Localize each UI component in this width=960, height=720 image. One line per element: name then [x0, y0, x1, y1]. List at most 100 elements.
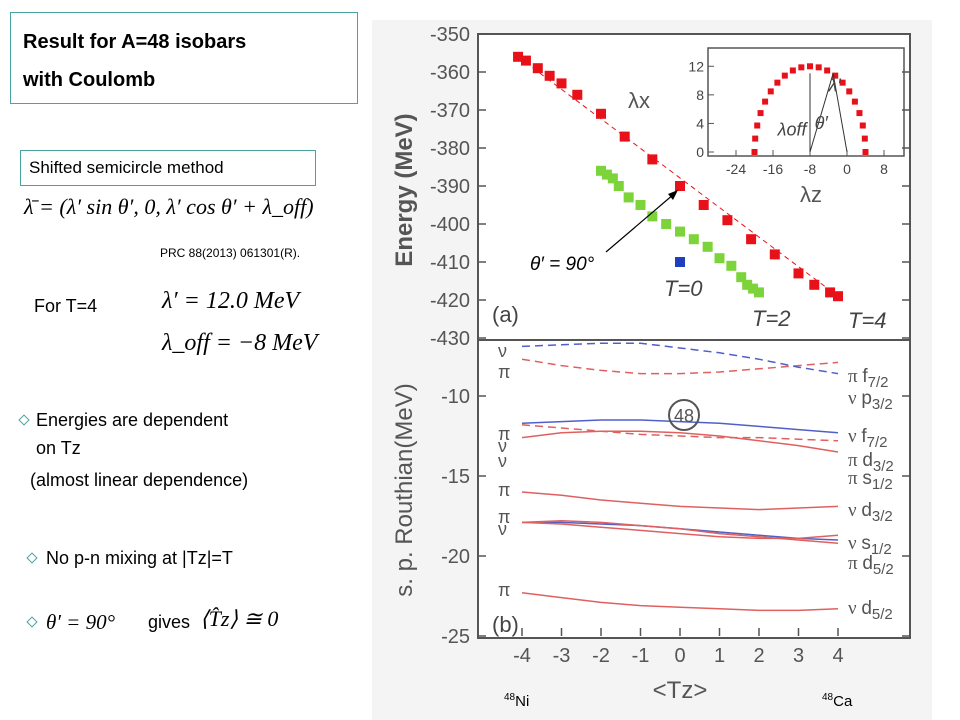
panel-b-frame: [477, 339, 911, 639]
tz-axis-label: <Tz>: [653, 677, 708, 704]
inset-vector-line: [832, 73, 848, 153]
left-particle-label: π: [498, 507, 510, 527]
energy-tick-label: -390: [430, 176, 470, 198]
inset-ytick-label: 4: [696, 115, 704, 131]
bullet-1-line-1: Energies are dependent: [36, 410, 229, 430]
right-orbital-label: ν d3/2: [848, 500, 893, 525]
method-label: Shifted semicircle method: [29, 158, 224, 177]
left-particle-label: ν: [498, 341, 507, 361]
tz-tick-label: 3: [793, 645, 804, 667]
theta-equation: θ′ = 90°: [46, 610, 115, 634]
right-orbital-label: ν f7/2: [848, 426, 887, 451]
energy-point: [825, 287, 836, 298]
energy-point: [769, 249, 780, 260]
left-particle-label: π: [498, 362, 510, 382]
ca48-label: 48Ca: [822, 692, 853, 710]
inset-frame: [707, 47, 905, 157]
energy-tick-label: -430: [430, 328, 470, 350]
isospin-label: T=4: [848, 308, 887, 333]
energy-point: [675, 181, 685, 191]
inset-point: [815, 64, 822, 71]
inset-point: [774, 79, 781, 86]
tz-tick-label: -4: [513, 645, 531, 667]
inset-point: [798, 64, 805, 71]
lambda-prime-equation: λ′ = 12.0 MeV: [162, 288, 300, 314]
left-particle-label: π: [498, 480, 510, 500]
inset-point: [752, 135, 759, 142]
orbital-line: [521, 358, 839, 375]
tz-tick-label: -1: [632, 645, 650, 667]
inset-point: [757, 110, 764, 117]
inset-point: [781, 72, 788, 79]
tz-tick-label: 1: [714, 645, 725, 667]
energy-tick-label: -350: [430, 24, 470, 46]
tz-expectation-equation: ⟨T̂z⟩ ≅ 0: [200, 606, 279, 631]
left-particle-label: ν: [498, 451, 507, 471]
inset-xtick-label: 0: [843, 161, 851, 177]
inset-xtick-label: -16: [763, 161, 783, 177]
tz-tick-label: -3: [553, 645, 571, 667]
panel-a-label: (a): [492, 302, 519, 327]
panel-a-points: T=0 T=2 T=4 θ′ = 90°: [513, 51, 887, 333]
tz-tick-label: 2: [753, 645, 764, 667]
right-orbital-label: ν s1/2: [848, 533, 892, 558]
energy-point: [623, 192, 634, 203]
bullet-2-text: No p-n mixing at |Tz|=T: [46, 548, 233, 568]
routhian-axis-label: s. p. Routhian(MeV): [391, 383, 418, 596]
inset-point: [859, 122, 866, 129]
panel-b-lines: [521, 342, 839, 612]
energy-tick-label: -360: [430, 62, 470, 84]
right-orbital-label: π f7/2: [848, 366, 888, 391]
inset-point: [846, 88, 853, 95]
energy-point: [532, 63, 543, 74]
energy-tick-label: -410: [430, 252, 470, 274]
energy-tick-label: -420: [430, 290, 470, 312]
lambda-bar-equation: λ̄ = (λ′ sin θ′, 0, λ′ cos θ′ + λ_off): [24, 194, 314, 219]
isospin-label: T=2: [752, 306, 791, 331]
routhian-tick-label: -20: [441, 546, 470, 568]
title-line-1: Result for A=48 isobars: [23, 31, 247, 53]
routhian-tick-label: -15: [441, 466, 470, 488]
lambda-off-equation: λ_off = −8 MeV: [162, 330, 318, 356]
energy-axis-label: Energy (MeV): [391, 113, 418, 266]
inset-annotation: θ′: [815, 113, 829, 133]
right-orbital-label: π d3/2: [848, 450, 894, 475]
theta-arrow-line: [605, 193, 675, 253]
orbital-line: [521, 491, 839, 511]
title-box: Result for A=48 isobars with Coulomb: [10, 12, 358, 104]
inset-xtick-label: 8: [880, 161, 888, 177]
inset-point: [762, 98, 769, 105]
method-label-box: Shifted semicircle method: [20, 150, 316, 186]
energy-point: [675, 257, 685, 267]
right-orbital-label: π d5/2: [848, 553, 894, 578]
inset-annotation: λ′: [828, 75, 842, 95]
routhian-tick-label: -10: [441, 386, 470, 408]
tz-tick-label: 4: [832, 645, 843, 667]
left-particle-label: π: [498, 424, 510, 444]
energy-point: [714, 253, 725, 264]
inset-xlabel: λz: [800, 182, 822, 207]
energy-point: [520, 55, 531, 66]
energy-point: [722, 215, 733, 226]
energy-point: [544, 70, 555, 81]
energy-point: [647, 211, 658, 222]
energy-trend-line: [517, 56, 839, 297]
inset-xtick-label: -8: [804, 161, 817, 177]
tz-tick-label: 0: [674, 645, 685, 667]
energy-point: [661, 219, 672, 229]
energy-point: [754, 287, 764, 298]
energy-point: [688, 234, 699, 245]
theta-arrow-head-icon: [668, 190, 678, 200]
mass-number-label: 48: [674, 406, 694, 426]
orbital-line: [521, 342, 839, 375]
left-particle-label: π: [498, 580, 510, 600]
isospin-label: T=0: [664, 276, 703, 301]
orbital-line: [521, 424, 839, 442]
inset-radius-line: [809, 73, 834, 153]
energy-point: [748, 283, 759, 294]
routhian-tick-label: -25: [441, 626, 470, 648]
mass-number-circle: [668, 399, 700, 431]
energy-point: [607, 173, 618, 184]
inset-ytick-label: 8: [696, 87, 704, 103]
